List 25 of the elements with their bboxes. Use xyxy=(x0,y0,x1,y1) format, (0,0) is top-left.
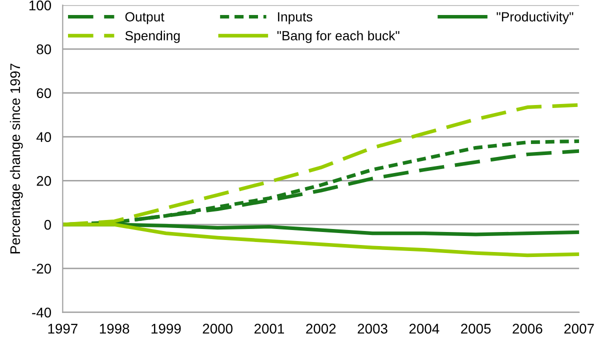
x-tick-label: 2003 xyxy=(358,324,388,334)
legend-label: Inputs xyxy=(278,12,312,24)
y-tick-label: -40 xyxy=(32,308,52,318)
x-tick-label: 2000 xyxy=(202,324,233,334)
y-tick-label: 60 xyxy=(36,88,52,98)
legend-label: "Productivity" xyxy=(496,12,574,24)
y-axis-title: Percentage change since 1997 xyxy=(10,64,23,254)
x-tick-label: 2002 xyxy=(306,324,336,334)
y-tick-label: 80 xyxy=(36,44,52,54)
legend-label: Output xyxy=(125,12,164,24)
y-tick-label: 20 xyxy=(36,176,52,186)
x-tick-label: 2007 xyxy=(564,324,594,334)
y-tick-label: 40 xyxy=(36,132,52,142)
x-tick-label: 1999 xyxy=(152,324,181,334)
y-tick-label: 0 xyxy=(44,220,52,230)
x-tick-label: 2001 xyxy=(254,324,284,334)
y-tick-label: -20 xyxy=(32,264,52,274)
x-tick-label: 2006 xyxy=(512,324,542,334)
legend-label: Spending xyxy=(125,30,180,43)
x-tick-label: 2004 xyxy=(409,324,440,334)
x-tick-label: 2005 xyxy=(461,324,491,334)
x-tick-label: 1998 xyxy=(100,324,130,334)
legend-label: "Bang for each buck" xyxy=(277,30,400,43)
x-tick-label: 1997 xyxy=(48,324,78,334)
y-tick-label: 100 xyxy=(29,0,52,10)
